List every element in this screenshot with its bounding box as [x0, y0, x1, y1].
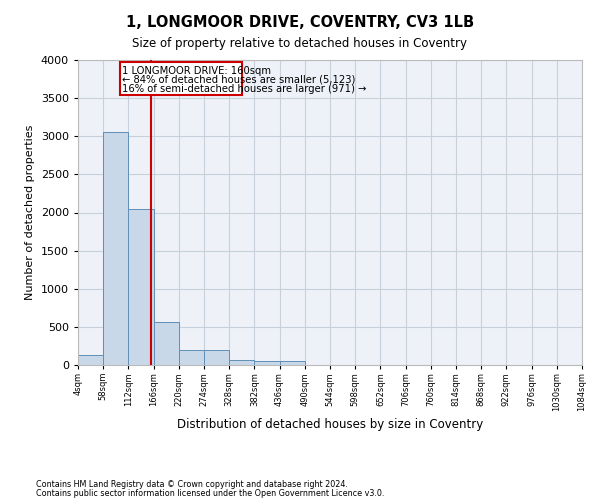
Y-axis label: Number of detached properties: Number of detached properties [25, 125, 35, 300]
Text: ← 84% of detached houses are smaller (5,123): ← 84% of detached houses are smaller (5,… [122, 75, 356, 85]
Bar [154, 322, 179, 365]
Bar [103, 132, 128, 365]
Bar [119, 62, 242, 96]
Text: 1, LONGMOOR DRIVE, COVENTRY, CV3 1LB: 1, LONGMOOR DRIVE, COVENTRY, CV3 1LB [126, 15, 474, 30]
Bar [229, 360, 254, 365]
Text: Contains public sector information licensed under the Open Government Licence v3: Contains public sector information licen… [36, 488, 385, 498]
Text: Size of property relative to detached houses in Coventry: Size of property relative to detached ho… [133, 38, 467, 51]
X-axis label: Distribution of detached houses by size in Coventry: Distribution of detached houses by size … [177, 418, 483, 431]
Bar [280, 361, 305, 365]
Bar [78, 355, 103, 365]
Text: Contains HM Land Registry data © Crown copyright and database right 2024.: Contains HM Land Registry data © Crown c… [36, 480, 348, 489]
Bar [179, 350, 204, 365]
Bar [128, 210, 154, 365]
Text: 16% of semi-detached houses are larger (971) →: 16% of semi-detached houses are larger (… [122, 84, 367, 94]
Bar [254, 361, 280, 365]
Bar [204, 350, 229, 365]
Text: 1 LONGMOOR DRIVE: 160sqm: 1 LONGMOOR DRIVE: 160sqm [122, 66, 271, 76]
